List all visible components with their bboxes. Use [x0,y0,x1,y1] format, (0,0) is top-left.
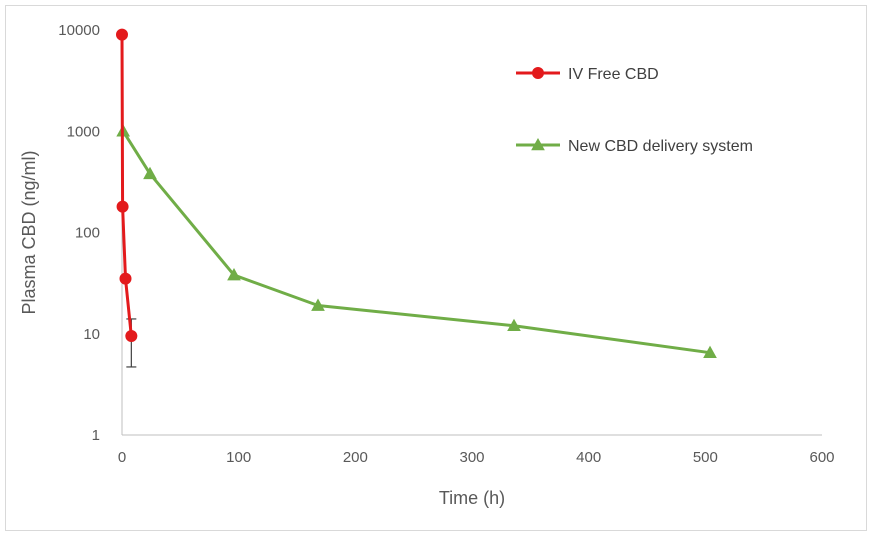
data-point [227,268,241,281]
legend: IV Free CBD New CBD delivery system [516,66,753,155]
x-tick-label: 200 [343,449,368,466]
x-tick-labels: 0 100 200 300 400 500 600 [118,449,835,466]
chart-frame [5,5,867,531]
series-line-1 [121,130,711,355]
x-tick-label: 500 [693,449,718,466]
data-point [125,330,138,343]
plot-area [116,28,717,368]
legend-label: New CBD delivery system [568,138,753,155]
y-tick-label: 1 [92,427,100,444]
x-tick-label: 300 [459,449,484,466]
data-point [311,298,325,311]
series-line-0 [120,34,133,337]
y-tick-label: 10 [83,326,100,343]
x-tick-label: 400 [576,449,601,466]
y-tick-label: 100 [75,225,100,242]
data-point [119,272,132,285]
y-tick-label: 10000 [58,22,100,39]
x-axis-title: Time (h) [439,488,505,508]
data-point [703,345,717,358]
x-tick-label: 600 [809,449,834,466]
y-axis-title: Plasma CBD (ng/ml) [19,150,39,314]
data-point [116,200,129,213]
legend-label: IV Free CBD [568,66,659,83]
legend-marker [531,137,545,151]
y-tick-label: 1000 [67,123,100,140]
x-tick-label: 100 [226,449,251,466]
data-point [116,28,128,41]
x-tick-label: 0 [118,449,126,466]
axes [121,30,822,436]
data-point [507,318,521,332]
legend-marker [532,67,544,79]
y-tick-labels: 1 10 100 1000 10000 [58,22,100,444]
data-point [143,166,157,180]
